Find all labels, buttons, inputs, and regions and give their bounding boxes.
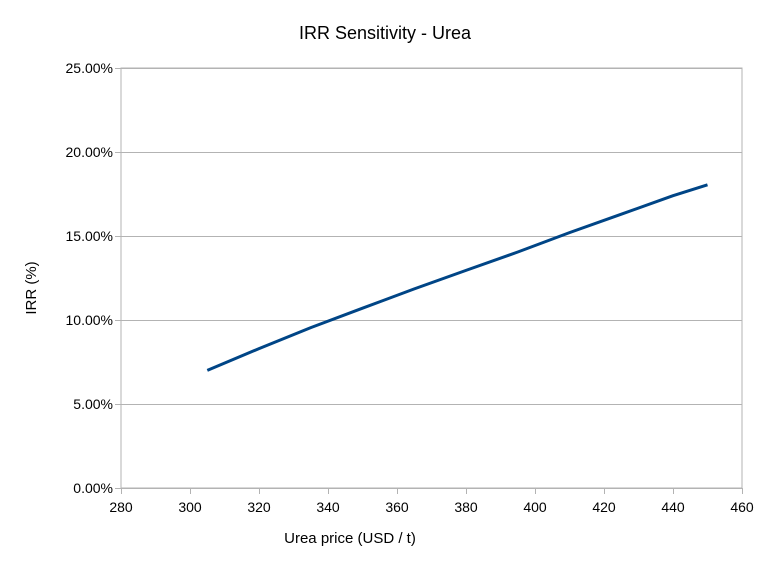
- y-tick-label: 0.00%: [73, 480, 113, 496]
- x-tick-label: 440: [661, 499, 685, 515]
- y-tick-label: 20.00%: [66, 144, 113, 160]
- x-tick-label: 340: [316, 499, 340, 515]
- x-tick-label: 360: [385, 499, 409, 515]
- y-tick-label: 15.00%: [66, 228, 113, 244]
- plot-frame: [120, 67, 743, 489]
- grid-layer: [121, 68, 742, 489]
- x-tick-label: 420: [592, 499, 616, 515]
- x-tick-label: 280: [109, 499, 133, 515]
- y-tick-label: 5.00%: [73, 396, 113, 412]
- x-tick-label: 380: [454, 499, 478, 515]
- y-axis-title: IRR (%): [23, 261, 40, 314]
- chart-title: IRR Sensitivity - Urea: [299, 23, 472, 43]
- series-line: [206, 183, 708, 372]
- y-tick-label: 25.00%: [66, 60, 113, 76]
- x-tick-label: 460: [730, 499, 754, 515]
- tick-layer: 0.00% 5.00% 10.00% 15.00% 20.00% 25.00% 280 300…: [66, 60, 754, 515]
- x-tick-label: 300: [178, 499, 202, 515]
- x-axis-title: Urea price (USD / t): [284, 530, 416, 547]
- y-tick-label: 10.00%: [66, 312, 113, 328]
- series-layer: [206, 183, 708, 372]
- x-tick-label: 320: [247, 499, 271, 515]
- x-tick-label: 400: [523, 499, 547, 515]
